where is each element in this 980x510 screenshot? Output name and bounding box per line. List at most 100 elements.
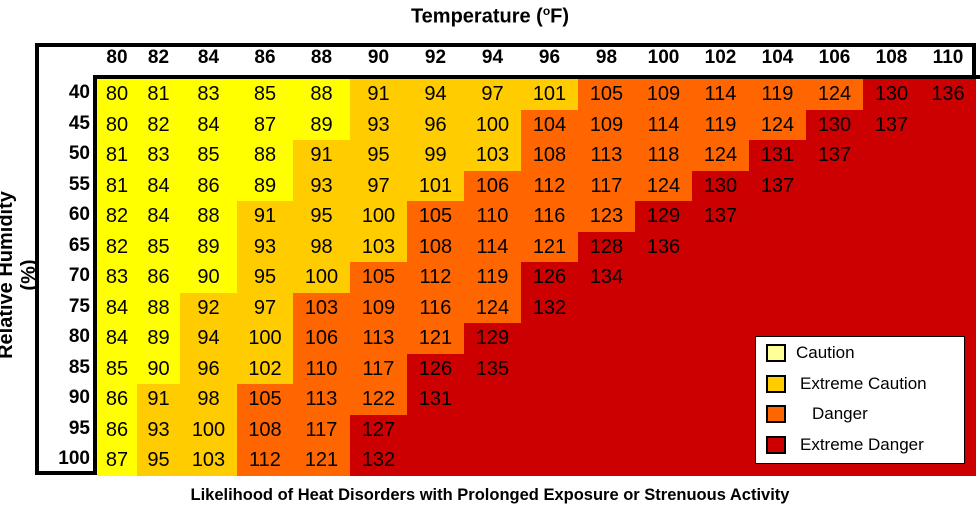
heat-index-cell: 80 [97, 109, 137, 141]
heat-index-cell: 121 [521, 231, 578, 263]
heat-index-cell: 88 [293, 79, 350, 110]
heat-index-cell: 84 [137, 201, 180, 232]
heat-index-cell: 101 [407, 170, 464, 202]
heat-index-cell [578, 445, 635, 476]
heat-index-cell: 122 [350, 384, 407, 415]
heat-index-cell: 94 [180, 323, 237, 354]
heat-index-cell [692, 414, 749, 446]
y-tick-label: 100 [58, 448, 90, 469]
heat-index-cell: 117 [350, 353, 407, 385]
heat-index-cell: 93 [237, 231, 293, 263]
heat-index-cell: 118 [635, 140, 692, 171]
heat-index-cell: 93 [137, 414, 180, 446]
heat-index-cell: 131 [407, 384, 464, 415]
heat-index-cell: 90 [137, 353, 180, 385]
heat-index-cell: 124 [635, 170, 692, 202]
heat-index-cell: 117 [293, 414, 350, 446]
heat-index-cell: 86 [97, 414, 137, 446]
extreme-danger-swatch-icon [766, 436, 786, 454]
heat-index-cell: 123 [578, 201, 635, 232]
heat-index-cell: 112 [407, 262, 464, 293]
heat-index-cell: 89 [137, 323, 180, 354]
x-tick-label: 98 [595, 47, 618, 68]
heat-index-cell [521, 445, 578, 476]
heat-index-cell: 86 [180, 170, 237, 202]
heat-index-cell: 91 [350, 79, 407, 110]
heat-index-cell: 130 [692, 170, 749, 202]
heat-index-cell: 89 [180, 231, 237, 263]
heat-index-cell: 82 [97, 231, 137, 263]
heat-index-cell: 106 [464, 170, 521, 202]
heat-index-cell [920, 262, 976, 293]
heat-index-cell [635, 384, 692, 415]
chart-caption: Likelihood of Heat Disorders with Prolon… [190, 486, 790, 504]
heat-index-cell [692, 445, 749, 476]
heat-index-cell: 114 [692, 79, 749, 110]
heat-index-cell: 92 [180, 292, 237, 324]
heat-index-cell: 97 [464, 79, 521, 110]
y-tick-label: 50 [68, 143, 90, 164]
heat-index-cell: 96 [180, 353, 237, 385]
heat-index-cell: 124 [806, 79, 863, 110]
heat-index-cell: 110 [293, 353, 350, 385]
heat-index-cell [749, 201, 806, 232]
heat-index-cell [863, 292, 920, 324]
heat-index-cell: 101 [521, 79, 578, 110]
y-tick-label: 55 [68, 173, 90, 195]
heat-index-cell: 83 [97, 262, 137, 293]
legend-item-caution: Caution [766, 341, 855, 365]
heat-index-cell [920, 201, 976, 232]
heat-index-cell: 119 [464, 262, 521, 293]
heat-index-cell: 82 [97, 201, 137, 232]
heat-index-cell [920, 231, 976, 263]
heat-index-cell: 119 [692, 109, 749, 141]
heat-index-cell [578, 323, 635, 354]
heat-index-cell [749, 231, 806, 263]
x-tick-label: 108 [875, 47, 908, 68]
chart-title: Temperature (oF) [410, 4, 570, 28]
y-tick-label: 85 [68, 356, 90, 378]
heat-index-cell: 85 [237, 79, 293, 110]
x-tick-label: 84 [197, 47, 220, 68]
heat-index-cell: 85 [137, 231, 180, 263]
y-tick-label: 80 [68, 326, 90, 347]
heat-index-cell [749, 262, 806, 293]
heat-index-cell [464, 414, 521, 446]
heat-index-cell: 134 [578, 262, 635, 293]
heat-index-cell [635, 323, 692, 354]
heat-index-cell: 98 [180, 384, 237, 415]
heat-index-cell [920, 292, 976, 324]
heat-index-cell: 103 [180, 445, 237, 476]
heat-index-cell [806, 231, 863, 263]
heat-index-cell: 124 [692, 140, 749, 171]
legend-item-danger: Danger [766, 402, 868, 426]
heat-index-cell: 108 [407, 231, 464, 263]
heat-index-cell: 119 [749, 79, 806, 110]
x-tick-label: 82 [147, 47, 170, 68]
x-tick-label: 92 [424, 47, 447, 68]
y-tick-label: 45 [68, 112, 90, 134]
heat-index-cell [635, 353, 692, 385]
heat-index-cell [920, 140, 976, 171]
heat-index-cell: 89 [293, 109, 350, 141]
heat-index-cell: 105 [407, 201, 464, 232]
heat-index-cell [464, 445, 521, 476]
heat-index-cell: 135 [464, 353, 521, 385]
legend-item-extreme-danger: Extreme Danger [766, 433, 924, 457]
heat-index-cell: 132 [521, 292, 578, 324]
heat-index-cell: 100 [180, 414, 237, 446]
heat-index-cell: 99 [407, 140, 464, 171]
x-tick-label: 80 [106, 47, 128, 68]
heat-index-cell [464, 384, 521, 415]
heat-index-cell: 86 [137, 262, 180, 293]
heat-index-cell: 137 [863, 109, 920, 141]
heat-index-cell [635, 414, 692, 446]
extreme-caution-swatch-icon [766, 375, 786, 393]
heat-index-cell: 128 [578, 231, 635, 263]
heat-index-cell: 91 [293, 140, 350, 171]
heat-index-cell: 132 [350, 445, 407, 476]
heat-index-cell: 103 [464, 140, 521, 171]
heat-index-cell [578, 414, 635, 446]
heat-index-cell: 137 [749, 170, 806, 202]
y-tick-label: 90 [68, 387, 90, 408]
